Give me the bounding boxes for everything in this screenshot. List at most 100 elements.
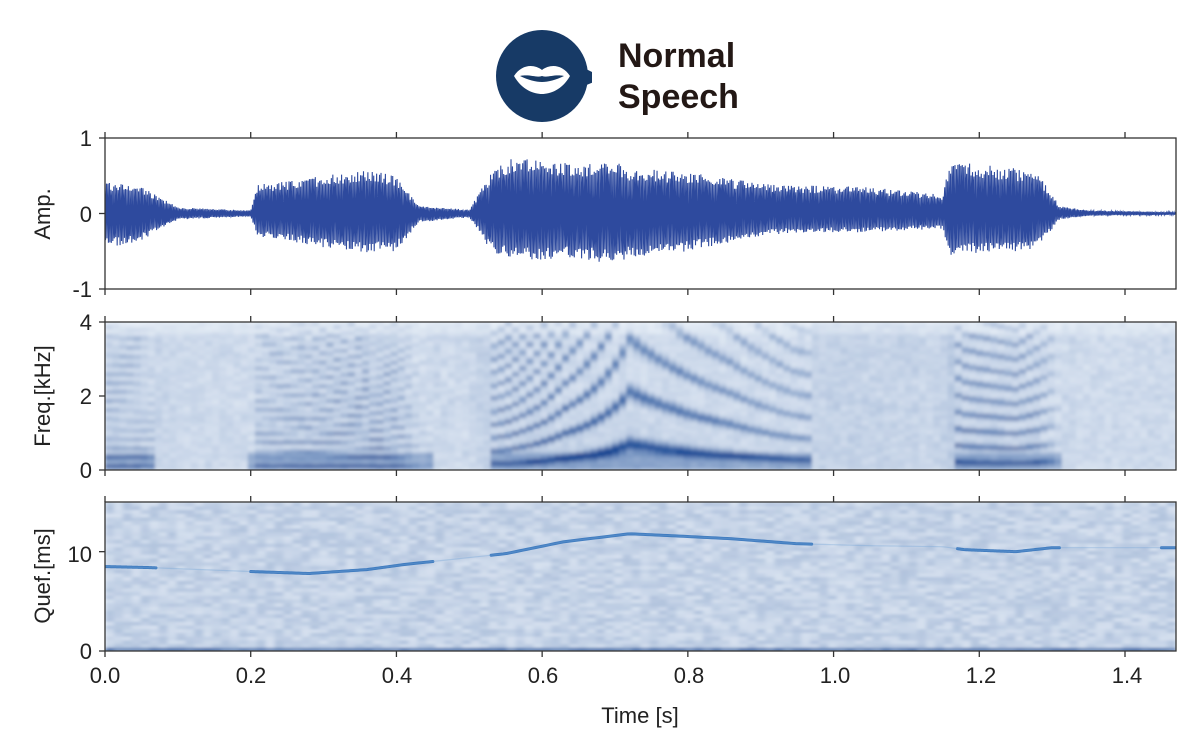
spectrogram-cell [304, 443, 313, 447]
spectrogram-cell [519, 437, 527, 441]
spectrogram-cell [412, 425, 420, 430]
spectrogram-cell [454, 428, 463, 433]
spectrogram-cell [661, 387, 670, 391]
spectrogram-cell [112, 366, 120, 370]
spectrogram-cell [761, 410, 770, 415]
spectrogram-cell [754, 428, 763, 433]
spectrogram-cell [611, 322, 620, 326]
spectrogram-cell [604, 366, 613, 370]
spectrogram-cell [440, 381, 449, 385]
spectrogram-cell [354, 333, 363, 338]
spectrogram-cell [140, 419, 149, 424]
spectrogram-cell [426, 390, 435, 394]
spectrogram-cell [105, 342, 113, 347]
spectrogram-cell [254, 360, 263, 365]
spectrogram-cell [119, 407, 128, 412]
spectrogram-cell [783, 401, 792, 406]
spectrogram-cell [511, 443, 520, 447]
spectrogram-cell [304, 410, 313, 415]
spectrogram-cell [690, 440, 699, 444]
spectrogram-cell [561, 458, 570, 462]
spectrogram-cell [105, 455, 113, 459]
spectrogram-cell [454, 381, 463, 385]
spectrogram-cell [540, 378, 549, 382]
spectrogram-cell [433, 342, 442, 347]
spectrogram-cell [440, 407, 449, 412]
spectrogram-cell [419, 348, 427, 353]
spectrogram-cell [169, 348, 177, 353]
spectrogram-cell [247, 351, 256, 356]
spectrogram-cell [412, 455, 420, 459]
spectrogram-cell [769, 396, 777, 400]
spectrogram-cell [347, 428, 356, 433]
spectrogram-cell [490, 372, 499, 376]
spectrogram-cell [397, 413, 406, 418]
spectrogram-cell [769, 446, 777, 450]
spectrogram-cell [183, 372, 192, 376]
spectrogram-cell [754, 455, 763, 459]
spectrogram-cell [604, 431, 613, 436]
spectrogram-cell [133, 322, 142, 326]
spectrogram-cell [554, 375, 563, 379]
spectrogram-cell [683, 396, 692, 400]
spectrogram-cell [204, 351, 213, 356]
spectrogram-cell [233, 327, 242, 332]
spectrogram-cell [633, 336, 642, 341]
spectrogram-cell [704, 357, 713, 362]
spectrogram-cell [633, 363, 642, 367]
spectrogram-cell [354, 401, 363, 406]
spectrogram-cell [633, 375, 642, 379]
spectrogram-cell [219, 464, 227, 468]
spectrogram-cell [219, 467, 227, 470]
spectrogram-cell [240, 387, 249, 391]
spectrogram-cell [190, 351, 199, 356]
spectrogram-cell [326, 330, 335, 335]
spectrogram-cell [447, 446, 456, 450]
spectrogram-cell [726, 369, 734, 373]
spectrogram-cell [561, 404, 570, 409]
spectrogram-cell [611, 464, 620, 468]
spectrogram-cell [511, 363, 520, 367]
spectrogram-cell [147, 324, 156, 329]
spectrogram-cell [626, 434, 634, 439]
spectrogram-cell [219, 443, 227, 447]
spectrogram-cell [511, 342, 520, 347]
spectrogram-cell [147, 375, 156, 379]
spectrogram-cell [304, 366, 313, 370]
spectrogram-cell [490, 452, 499, 456]
spectrogram-cell [747, 458, 756, 462]
spectrogram-cell [183, 431, 192, 436]
spectrogram-cell [526, 396, 534, 400]
spectrogram-cell [154, 322, 163, 326]
spectrogram-cell [533, 440, 542, 444]
spectrogram-cell [569, 422, 577, 427]
spectrogram-cell [697, 322, 706, 326]
spectrogram-cell [611, 425, 620, 430]
spectrogram-cell [540, 422, 549, 427]
spectrogram-cell [347, 336, 356, 341]
spectrogram-cell [397, 354, 406, 359]
spectrogram-cell [626, 452, 634, 456]
spectrogram-cell [740, 342, 749, 347]
spectrogram-cell [112, 384, 120, 388]
spectrogram-cell [554, 396, 563, 400]
spectrogram-cell [711, 422, 720, 427]
spectrogram-cell [404, 422, 413, 427]
spectrogram-cell [647, 390, 656, 394]
spectrogram-cell [697, 390, 706, 394]
spectrogram-cell [154, 360, 163, 365]
spectrogram-cell [147, 416, 156, 421]
spectrogram-cell [719, 378, 727, 382]
spectrogram-cell [233, 458, 242, 462]
spectrogram-cell [304, 348, 313, 353]
spectrogram-cell [533, 416, 542, 421]
spectrogram-cell [619, 357, 627, 362]
spectrogram-cell [404, 398, 413, 403]
spectrogram-cell [447, 393, 456, 397]
spectrogram-cell [226, 449, 235, 453]
spectrogram-cell [169, 407, 177, 412]
spectrogram-cell [697, 440, 706, 444]
spectrogram-cell [733, 366, 742, 370]
spectrogram-cell [519, 398, 527, 403]
spectrogram-cell [769, 449, 777, 453]
